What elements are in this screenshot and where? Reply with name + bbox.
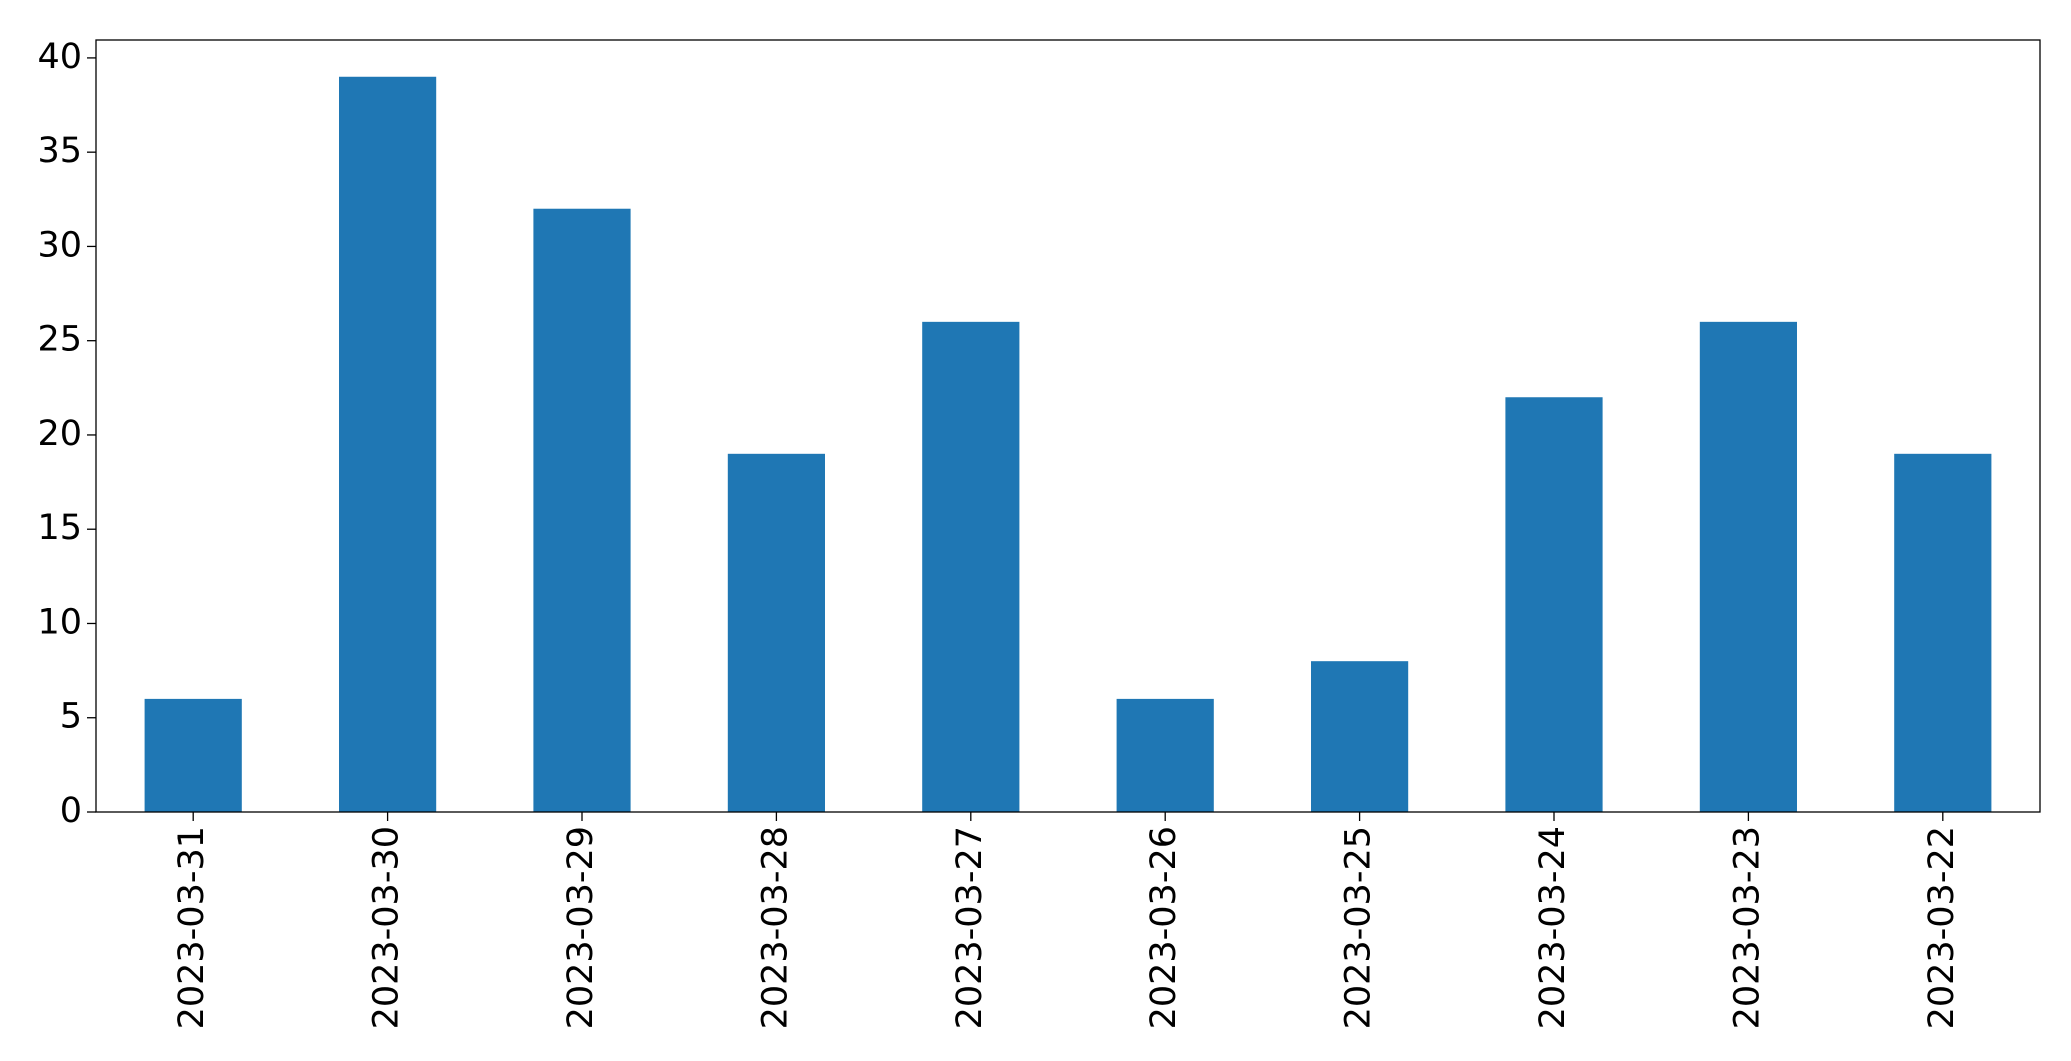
- x-tick-label: 2023-03-22: [1922, 826, 1962, 1029]
- bar: [339, 76, 437, 812]
- y-tick-label: 20: [37, 414, 82, 454]
- bar: [533, 208, 631, 812]
- y-tick-label: 30: [37, 225, 82, 265]
- bar: [1894, 453, 1992, 812]
- y-tick-label: 40: [37, 37, 82, 77]
- x-tick-label: 2023-03-23: [1727, 826, 1767, 1029]
- x-tick-label: 2023-03-24: [1533, 826, 1573, 1029]
- y-tick-label: 5: [60, 697, 82, 737]
- bar: [1505, 397, 1603, 812]
- x-tick-label: 2023-03-25: [1339, 826, 1379, 1029]
- bar: [922, 321, 1020, 812]
- y-tick-label: 15: [37, 508, 82, 548]
- bar: [1699, 321, 1797, 812]
- x-tick-label: 2023-03-29: [561, 826, 601, 1029]
- bar: [727, 453, 825, 812]
- x-tick-label: 2023-03-27: [950, 826, 990, 1029]
- y-tick-label: 0: [60, 791, 82, 831]
- x-tick-label: 2023-03-31: [172, 826, 212, 1029]
- plot-frame: [95, 39, 2041, 813]
- y-tick-label: 25: [37, 320, 82, 360]
- bar: [144, 698, 242, 812]
- x-tick-label: 2023-03-30: [367, 826, 407, 1029]
- y-tick-label: 10: [37, 602, 82, 642]
- x-tick-label: 2023-03-26: [1144, 826, 1184, 1029]
- bar: [1116, 698, 1214, 812]
- x-tick-label: 2023-03-28: [755, 826, 795, 1029]
- y-tick-label: 35: [37, 131, 82, 171]
- bar: [1311, 661, 1409, 812]
